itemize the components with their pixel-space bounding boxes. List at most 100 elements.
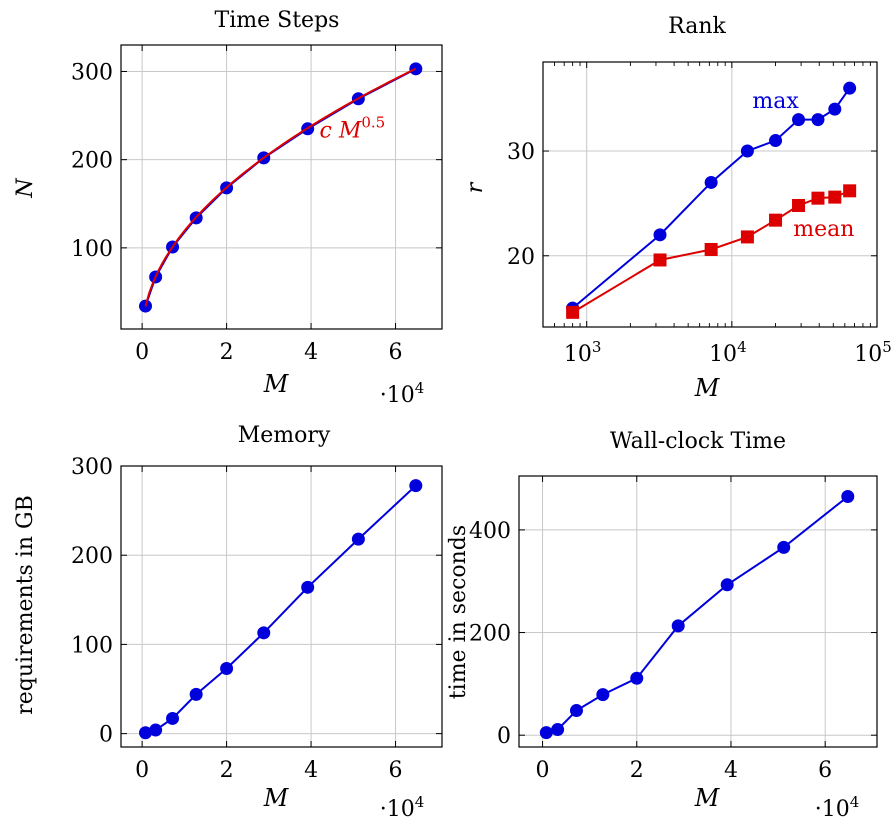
- y-axis-label: time in seconds: [446, 525, 471, 699]
- x-axis-label: M: [694, 784, 721, 812]
- data-point: [792, 113, 806, 127]
- data-point: [769, 213, 783, 227]
- data-point: [792, 198, 806, 212]
- y-tick-label: 300: [71, 60, 113, 85]
- chart-title: Memory: [238, 423, 331, 448]
- series-0: [138, 479, 423, 740]
- y-tick-label: 20: [507, 245, 535, 270]
- plot-frame: [120, 465, 443, 748]
- x-tick-label: 6: [389, 758, 403, 783]
- x-axis-multiplier: ·104: [380, 793, 425, 822]
- data-point: [149, 723, 163, 737]
- data-point: [740, 144, 754, 158]
- data-point: [220, 661, 234, 675]
- x-axis-label: M: [263, 784, 290, 812]
- data-point: [843, 81, 857, 95]
- timesteps-panel: 0 2 4 6 100 200 300 Time Steps M N ·104 c M0.5: [13, 8, 443, 408]
- x-tick-label: 4: [304, 758, 318, 783]
- annotation-label: mean: [793, 217, 854, 242]
- data-point: [828, 190, 842, 204]
- series-0: [539, 490, 855, 740]
- x-tick-label: 105: [854, 338, 892, 367]
- data-point: [704, 175, 718, 189]
- data-point: [811, 191, 825, 205]
- data-point: [596, 688, 610, 702]
- chart-title: Wall-clock Time: [610, 429, 786, 454]
- x-tick-label: 2: [220, 340, 234, 365]
- y-tick-label: 200: [469, 622, 511, 647]
- y-axis-label: r: [463, 181, 488, 193]
- y-tick-label: 200: [71, 149, 113, 174]
- data-point: [841, 490, 855, 504]
- data-point: [551, 723, 565, 737]
- data-point: [351, 532, 365, 546]
- data-point: [653, 228, 667, 242]
- data-point: [539, 726, 553, 740]
- x-axis-multiplier: ·104: [815, 793, 860, 822]
- y-tick-label: 200: [71, 544, 113, 569]
- x-axis-label: M: [694, 374, 721, 402]
- data-point: [566, 305, 580, 319]
- y-tick-label: 0: [497, 724, 511, 749]
- data-point: [704, 242, 718, 256]
- fit-curve: [144, 67, 417, 307]
- series-max: [566, 81, 857, 315]
- series-line: [546, 495, 849, 734]
- data-point: [769, 134, 783, 148]
- x-tick-label: 2: [630, 758, 644, 783]
- x-tick-label: 6: [818, 758, 832, 783]
- y-axis-label: N: [13, 178, 38, 199]
- data-point: [138, 726, 152, 740]
- data-point: [671, 619, 685, 633]
- series-line: [571, 87, 851, 309]
- x-tick-label: 2: [220, 758, 234, 783]
- data-point: [569, 704, 583, 718]
- x-tick-label: 4: [724, 758, 738, 783]
- x-tick-label: 0: [135, 340, 149, 365]
- data-point: [740, 230, 754, 244]
- annotation-label: c M0.5: [320, 114, 386, 144]
- x-axis-label: M: [263, 370, 290, 398]
- data-point: [301, 580, 315, 594]
- y-tick-label: 400: [469, 519, 511, 544]
- series-c-m-0-5: [144, 67, 417, 307]
- y-tick-label: 300: [71, 455, 113, 480]
- y-tick-label: 30: [507, 140, 535, 165]
- x-tick-label: 0: [135, 758, 149, 783]
- series-0: [138, 62, 423, 313]
- data-point: [777, 540, 791, 554]
- x-tick-label: 103: [564, 338, 602, 367]
- annotation-label: max: [752, 89, 799, 114]
- y-tick-label: 0: [99, 723, 113, 748]
- data-point: [166, 711, 180, 725]
- chart-title: Rank: [668, 14, 726, 39]
- rank-panel: 103 104 105 20 30 Rank Mr max mean: [463, 14, 892, 402]
- data-point: [720, 578, 734, 592]
- data-point: [843, 184, 857, 198]
- data-point: [653, 253, 667, 267]
- data-point: [828, 102, 842, 116]
- data-point: [257, 626, 271, 640]
- x-tick-label: 104: [709, 338, 747, 367]
- data-point: [630, 671, 644, 685]
- series-line: [144, 67, 417, 307]
- data-point: [189, 687, 203, 701]
- series-line: [145, 484, 417, 734]
- y-tick-label: 100: [71, 237, 113, 262]
- x-tick-label: 6: [389, 340, 403, 365]
- series-mean: [566, 184, 857, 319]
- y-tick-label: 100: [71, 633, 113, 658]
- plot-frame: [542, 61, 878, 328]
- data-point: [409, 479, 423, 493]
- chart-title: Time Steps: [215, 8, 340, 33]
- x-tick-label: 4: [304, 340, 318, 365]
- y-axis-label: requirements in GB: [13, 495, 38, 714]
- plot-frame: [518, 475, 878, 748]
- data-point: [811, 113, 825, 127]
- x-tick-label: 0: [536, 758, 550, 783]
- x-axis-multiplier: ·104: [380, 379, 425, 408]
- plot-frame: [120, 44, 443, 330]
